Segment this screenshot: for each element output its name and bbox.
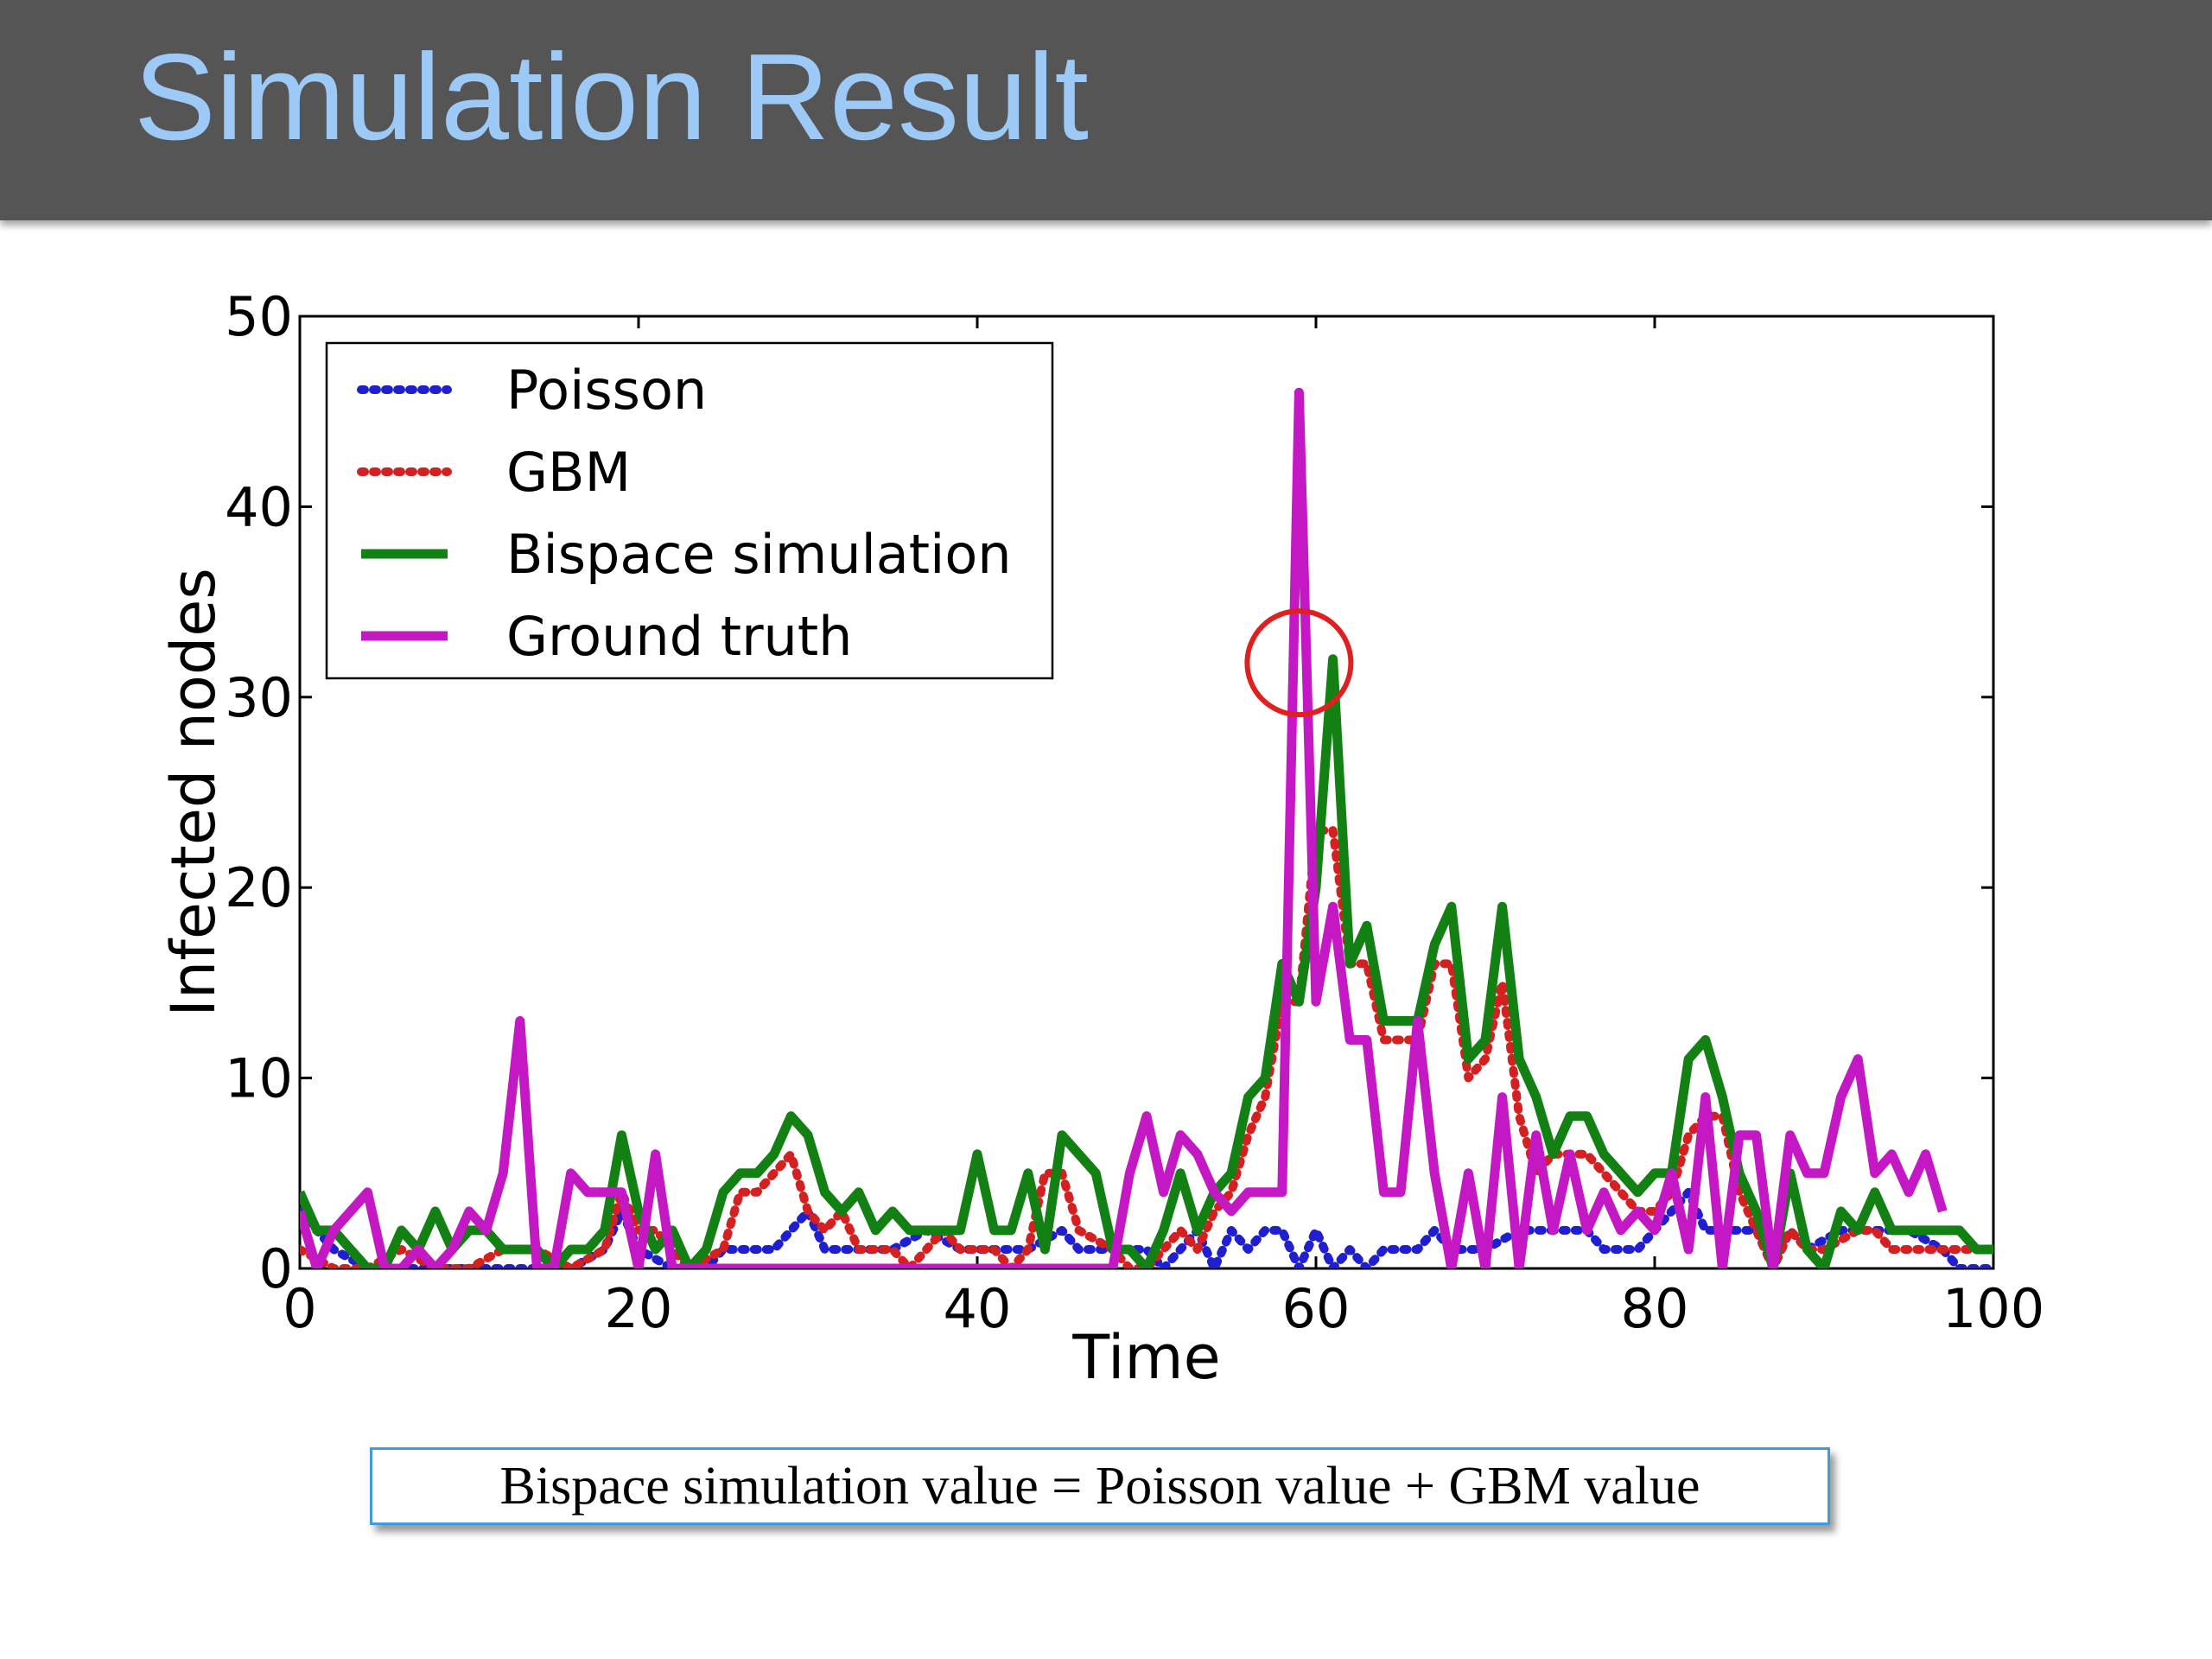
series-group [300,387,1993,1268]
x-tick-label: 100 [1942,1277,2044,1340]
highlight-circle [1244,608,1354,718]
caption-box: Bispace simulation value = Poisson value… [370,1447,1830,1525]
caption-text: Bispace simulation value = Poisson value… [499,1456,1700,1516]
x-tick-label: 60 [1282,1277,1351,1340]
y-tick-label: 20 [225,856,293,919]
legend-box [325,341,1054,680]
x-axis-label: Time [1071,1322,1220,1393]
y-tick-label: 10 [225,1047,293,1110]
legend-label: Ground truth [506,605,852,668]
legend-label: Bispace simulation [506,523,1012,586]
y-tick-label: 50 [225,285,293,348]
title-bar: Simulation Result [0,0,2212,220]
slide-title: Simulation Result [134,29,1089,166]
x-tick-label: 20 [605,1277,673,1340]
x-tick-label: 80 [1621,1277,1689,1340]
y-tick-label: 40 [225,475,293,538]
series-line-bispace-simulation [300,654,1993,1268]
y-tick-label: 0 [259,1237,293,1300]
y-tick-label: 30 [225,666,293,729]
x-tick-label: 40 [944,1277,1012,1340]
legend-label: Poisson [506,359,707,422]
x-tick-label: 0 [283,1277,316,1340]
legend-label: GBM [506,441,631,504]
series-line-ground-truth [300,387,1948,1268]
y-axis-label: Infected nodes [158,568,229,1017]
